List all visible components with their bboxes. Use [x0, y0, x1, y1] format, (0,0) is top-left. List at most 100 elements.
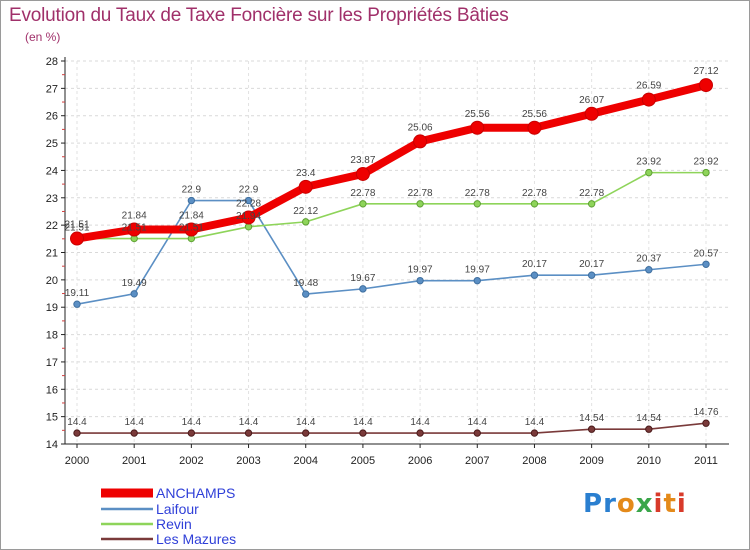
y-tick-label: 27: [46, 83, 58, 95]
data-label-laifour: 19.67: [350, 273, 375, 284]
x-tick-label: 2000: [65, 455, 89, 467]
data-label-revin: 21.94: [236, 211, 261, 222]
data-label-laifour: 20.17: [522, 259, 547, 270]
data-point-anchamps: [184, 222, 199, 237]
data-label-revin: 22.78: [579, 188, 604, 199]
data-label-laifour: 19.11: [65, 288, 90, 299]
y-tick-label: 23: [46, 193, 58, 205]
chart-title: Evolution du Taux de Taxe Foncière sur l…: [9, 5, 509, 26]
data-label-revin: 21.51: [122, 223, 147, 234]
data-label-les-mazures: 14.4: [239, 417, 259, 428]
data-label-revin: 23.92: [636, 157, 661, 168]
data-label-revin: 21.51: [64, 223, 89, 234]
data-label-anchamps: 21.84: [122, 211, 147, 222]
data-point-revin: [473, 200, 481, 208]
data-label-laifour: 22.9: [239, 185, 259, 196]
x-tick-label: 2010: [637, 455, 661, 467]
data-point-laifour: [702, 260, 710, 268]
data-label-revin: 22.78: [408, 188, 433, 199]
data-point-les-mazures: [587, 425, 596, 433]
x-tick-label: 2009: [579, 455, 603, 467]
data-point-laifour: [587, 271, 596, 279]
data-label-les-mazures: 14.4: [296, 417, 316, 428]
data-label-laifour: 19.97: [465, 265, 490, 276]
x-tick-label: 2011: [694, 455, 718, 467]
data-label-laifour: 19.49: [122, 278, 147, 289]
y-tick-label: 25: [46, 138, 58, 150]
data-label-anchamps: 26.59: [636, 81, 661, 92]
data-point-anchamps: [70, 231, 84, 246]
data-point-laifour: [530, 271, 539, 279]
data-point-anchamps: [127, 222, 142, 237]
data-point-laifour: [244, 196, 253, 205]
data-point-les-mazures: [359, 429, 367, 437]
data-point-anchamps: [470, 120, 485, 135]
data-point-les-mazures: [187, 429, 196, 437]
data-point-les-mazures: [645, 425, 653, 433]
data-label-les-mazures: 14.76: [693, 407, 718, 418]
data-label-laifour: 19.97: [408, 265, 433, 276]
x-tick-label: 2004: [293, 455, 317, 467]
data-label-revin: 22.78: [350, 188, 375, 199]
x-tick-label: 2003: [236, 455, 260, 467]
data-point-les-mazures: [130, 429, 138, 437]
data-point-anchamps: [584, 106, 599, 121]
data-point-laifour: [359, 285, 367, 293]
data-point-laifour: [302, 290, 310, 298]
data-point-les-mazures: [416, 429, 424, 437]
data-label-les-mazures: 14.4: [410, 417, 430, 428]
x-tick-label: 2001: [122, 455, 146, 467]
x-tick-label: 2007: [465, 455, 489, 467]
legend-label-laifour: Laifour: [156, 501, 199, 517]
data-point-revin: [587, 200, 596, 208]
data-point-laifour: [473, 276, 481, 285]
data-label-revin: 22.12: [293, 206, 318, 217]
data-label-anchamps: 21.84: [179, 211, 204, 222]
data-label-laifour: 20.17: [579, 259, 604, 270]
data-label-laifour: 22.9: [182, 185, 202, 196]
data-label-les-mazures: 14.54: [636, 413, 661, 424]
y-tick-label: 21: [46, 248, 58, 260]
data-label-les-mazures: 14.4: [182, 417, 202, 428]
data-label-revin: 22.78: [465, 188, 490, 199]
data-point-les-mazures: [530, 429, 539, 437]
data-point-anchamps: [413, 134, 428, 149]
data-label-les-mazures: 14.54: [579, 413, 604, 424]
data-label-revin: 22.78: [522, 188, 547, 199]
y-tick-label: 14: [46, 439, 58, 451]
chart-unit-label: (en %): [25, 30, 61, 44]
data-label-les-mazures: 14.4: [525, 417, 545, 428]
data-point-laifour: [187, 196, 196, 205]
data-label-les-mazures: 14.4: [67, 417, 87, 428]
x-tick-label: 2002: [179, 455, 203, 467]
data-point-les-mazures: [244, 429, 253, 437]
data-point-anchamps: [527, 120, 542, 135]
series-line-revin: [76, 171, 707, 240]
data-point-laifour: [73, 300, 81, 308]
data-point-les-mazures: [302, 429, 310, 437]
data-point-les-mazures: [473, 429, 481, 437]
y-tick-label: 24: [46, 165, 58, 177]
data-point-laifour: [645, 266, 653, 274]
y-tick-label: 17: [46, 357, 58, 369]
data-label-laifour: 20.57: [693, 248, 718, 259]
data-label-anchamps: 23.87: [350, 155, 375, 166]
data-label-laifour: 19.48: [293, 278, 318, 289]
data-label-laifour: 20.37: [636, 254, 661, 265]
data-point-revin: [702, 168, 710, 177]
data-label-les-mazures: 14.4: [124, 417, 144, 428]
data-label-les-mazures: 14.4: [468, 417, 488, 428]
y-tick-label: 16: [46, 384, 58, 396]
legend-label-revin: Revin: [156, 516, 192, 532]
data-point-laifour: [416, 276, 424, 285]
data-point-anchamps: [355, 166, 370, 181]
data-label-anchamps: 21.51: [64, 220, 89, 231]
data-point-anchamps: [298, 179, 313, 194]
data-label-anchamps: 25.06: [408, 122, 433, 133]
series-line-laifour: [76, 199, 707, 306]
series-line-anchamps: [73, 81, 710, 243]
data-point-revin: [416, 200, 424, 208]
data-point-les-mazures: [702, 419, 710, 427]
